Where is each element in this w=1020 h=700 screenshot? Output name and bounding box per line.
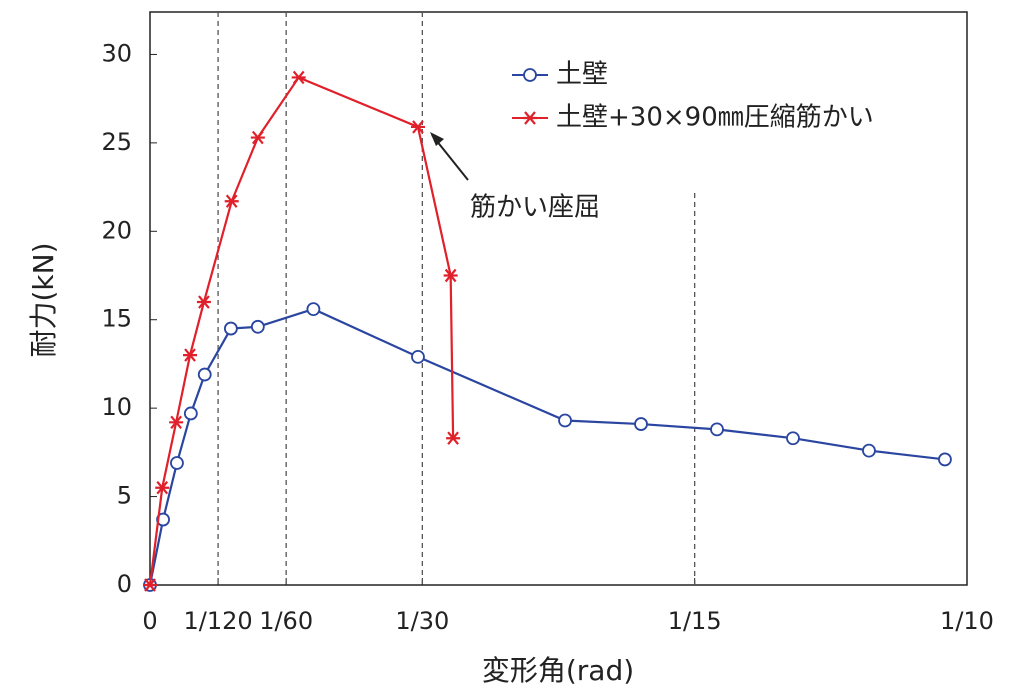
point	[634, 417, 648, 431]
arrow-head	[430, 132, 444, 146]
point	[443, 268, 458, 283]
y-axis-title: 耐力(kN)	[27, 242, 60, 357]
point	[411, 349, 425, 364]
x-tick-label: 1/15	[668, 607, 722, 635]
y-tick-label: 10	[101, 393, 132, 421]
series-line	[148, 307, 946, 586]
annotation: 筋かい座屈	[470, 193, 600, 223]
point	[183, 348, 198, 362]
point	[156, 512, 170, 527]
point	[710, 422, 724, 437]
point	[196, 295, 211, 309]
x-tick-label: 1/60	[259, 607, 313, 635]
x-tick-label: 1/10	[940, 607, 994, 635]
x-tick-label: 1/120	[183, 607, 252, 635]
y-tick-label: 15	[101, 305, 132, 333]
y-tick-label: 0	[117, 570, 132, 598]
plot-frame	[149, 11, 968, 586]
y-tick-label: 5	[117, 482, 132, 510]
y-tick-label: 25	[101, 128, 132, 156]
point	[862, 443, 876, 458]
point	[250, 319, 265, 334]
y-tick-label: 20	[101, 216, 132, 244]
point	[558, 413, 572, 428]
point	[224, 194, 239, 208]
series-line	[148, 76, 455, 586]
point	[306, 302, 321, 317]
x-tick-label: 0	[142, 607, 157, 635]
x-tick-label: 1/30	[395, 607, 449, 635]
point	[197, 367, 212, 382]
point	[410, 120, 425, 134]
point	[169, 415, 184, 430]
point	[291, 70, 306, 85]
point	[786, 431, 800, 446]
legend-label: 土壁	[556, 60, 608, 90]
legend-marker	[523, 68, 537, 82]
point	[170, 456, 184, 470]
x-axis-title: 変形角(rad)	[482, 654, 634, 687]
point	[250, 130, 265, 145]
point	[155, 481, 170, 495]
y-tick-label: 30	[101, 39, 132, 67]
point	[938, 452, 952, 467]
legend-label: 土壁+30×90㎜圧縮筋かい	[556, 103, 874, 133]
point	[223, 321, 238, 336]
point	[446, 431, 461, 445]
point	[183, 406, 198, 421]
point	[143, 578, 157, 592]
legend-marker	[523, 111, 537, 125]
